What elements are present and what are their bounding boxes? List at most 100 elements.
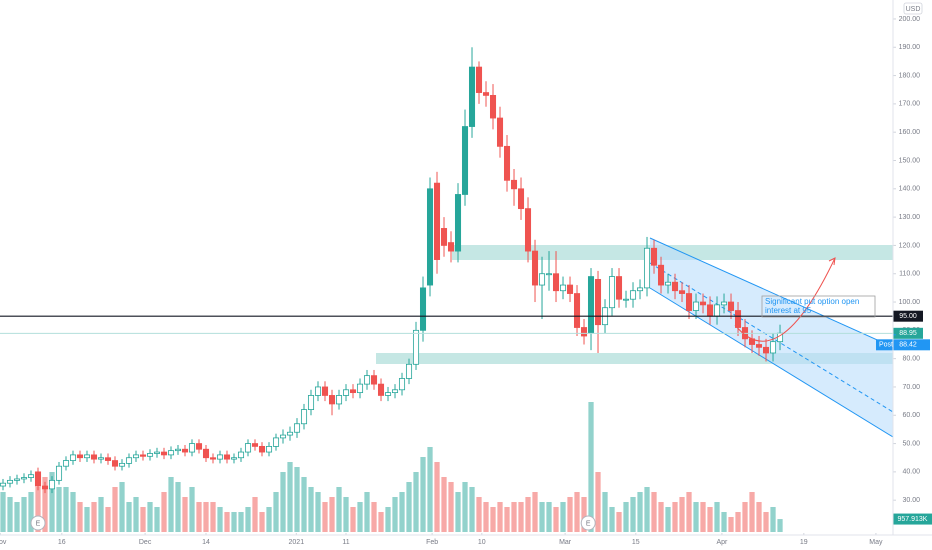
volume-bar <box>756 502 762 532</box>
candle-body <box>153 451 161 454</box>
volume-bar <box>0 492 6 532</box>
volume-bar <box>266 507 272 532</box>
volume-bar <box>133 497 139 532</box>
volume-bar <box>567 497 573 532</box>
volume-bar <box>98 497 104 532</box>
volume-bar <box>574 492 580 532</box>
volume-bar <box>728 517 734 532</box>
candle-body <box>188 443 196 453</box>
y-tick-label: 120.00 <box>899 242 921 249</box>
candle-body <box>223 454 231 460</box>
volume-bar <box>105 507 111 532</box>
drawings <box>376 237 893 438</box>
candle-body <box>454 194 462 252</box>
volume-bar <box>651 492 657 532</box>
volume-bar <box>518 502 524 532</box>
volume-bar <box>448 482 454 532</box>
candle-body <box>482 92 490 96</box>
candle-body <box>475 66 483 93</box>
candle-body <box>720 301 728 306</box>
volume-bar <box>497 502 503 532</box>
volume-bar <box>490 507 496 532</box>
y-tick-label: 40.00 <box>902 469 920 476</box>
overlay: Significant put option open interest at … <box>734 257 876 342</box>
price-line-label: 95.00 <box>899 313 917 320</box>
last-price-tag <box>893 327 923 339</box>
candle-body <box>587 276 595 334</box>
candle-body <box>615 276 623 300</box>
volume-bar <box>483 502 489 532</box>
volume-bar <box>553 507 559 532</box>
candle-body <box>370 375 378 385</box>
candle-body <box>76 454 84 459</box>
volume-bar <box>602 492 608 532</box>
x-tick-label: Apr <box>716 539 728 546</box>
candle-body <box>160 451 168 456</box>
candle-body <box>0 482 7 487</box>
candle-body <box>391 389 399 394</box>
volume-bar <box>378 512 384 532</box>
candle-body <box>622 298 630 301</box>
candle-body <box>335 395 343 405</box>
arrow <box>734 257 836 342</box>
volume-bar <box>301 477 307 532</box>
x-tick-label: May <box>869 539 883 546</box>
volume-bar <box>14 502 20 532</box>
candle-body <box>181 448 189 453</box>
candle-body <box>447 242 455 252</box>
earnings-marker <box>580 515 596 531</box>
x-tick-label: 15 <box>632 539 640 546</box>
volume-bar <box>287 462 293 532</box>
candle-body <box>6 479 14 484</box>
post-name: Post <box>879 342 893 349</box>
candle-body <box>405 363 413 379</box>
y-tick-label: 50.00 <box>902 440 920 447</box>
volume-bar <box>56 487 62 532</box>
candle-body <box>734 310 742 328</box>
candle-body <box>237 451 245 459</box>
candle-body <box>657 264 665 286</box>
y-tick-label: 80.00 <box>902 355 920 362</box>
volume-bar <box>280 472 286 532</box>
volume-bar <box>455 492 461 532</box>
volume-bar <box>168 477 174 532</box>
support-zone <box>376 353 893 364</box>
candle-body <box>321 386 329 396</box>
candle-body <box>342 389 350 396</box>
volume-bar <box>91 502 97 532</box>
candle-body <box>433 182 441 260</box>
volume-bar <box>700 502 706 532</box>
candle-body <box>517 188 525 210</box>
volume-bar <box>35 487 41 532</box>
candle-body <box>489 94 497 119</box>
volume-bar <box>532 492 538 532</box>
volume-bar <box>63 487 69 532</box>
volume-bar <box>693 502 699 532</box>
candle-body <box>594 278 602 326</box>
candle-body <box>230 457 238 460</box>
volume-bar <box>322 502 328 532</box>
volume-bar <box>7 497 13 532</box>
annotation-line: interest at 95 <box>765 306 812 315</box>
candle-body <box>468 66 476 127</box>
volume-bar <box>154 507 160 532</box>
post-label: 88.42 <box>899 342 917 349</box>
volume-bar <box>203 502 209 532</box>
volume-bar <box>441 477 447 532</box>
volume-bar <box>294 467 300 532</box>
volume-bar <box>84 507 90 532</box>
candle-body <box>293 423 301 433</box>
candle-body <box>244 443 252 453</box>
candle-body <box>559 284 567 292</box>
volume-bar <box>504 507 510 532</box>
candle-body <box>692 301 700 311</box>
candle-body <box>272 437 280 447</box>
x-tick-label: 16 <box>58 539 66 546</box>
candle-body <box>636 287 644 292</box>
x-tick-label: 11 <box>342 539 349 546</box>
volume-bar <box>273 492 279 532</box>
y-tick-label: 180.00 <box>899 72 921 79</box>
